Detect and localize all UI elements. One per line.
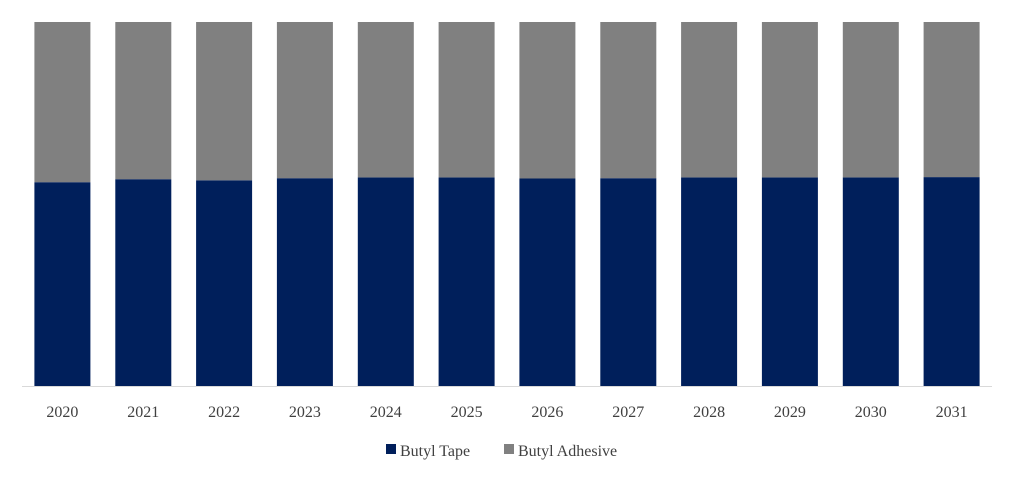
bar-butyl-tape-2029 xyxy=(761,177,818,386)
legend-item-butyl-adhesive: Butyl Adhesive xyxy=(504,443,617,460)
bar-butyl-adhesive-2024 xyxy=(357,22,414,178)
bar-butyl-adhesive-2028 xyxy=(681,22,738,178)
legend-label-butyl-tape: Butyl Tape xyxy=(400,443,470,460)
bar-butyl-tape-2020 xyxy=(34,182,91,386)
bar-butyl-tape-2026 xyxy=(519,178,576,386)
bar-butyl-tape-2021 xyxy=(115,179,172,386)
bar-butyl-adhesive-2021 xyxy=(115,22,172,180)
bar-butyl-adhesive-2026 xyxy=(519,22,576,179)
x-tick-label-2028: 2028 xyxy=(693,404,725,421)
legend-item-butyl-tape: Butyl Tape xyxy=(386,443,470,460)
bar-butyl-adhesive-2020 xyxy=(34,22,91,183)
bar-butyl-adhesive-2031 xyxy=(923,22,980,178)
legend: Butyl Tape Butyl Adhesive xyxy=(386,443,617,460)
x-tick-label-2030: 2030 xyxy=(855,404,887,421)
x-tick-label-2023: 2023 xyxy=(289,404,321,421)
legend-swatch-butyl-adhesive xyxy=(504,444,514,454)
x-tick-label-2020: 2020 xyxy=(46,404,78,421)
x-tick-labels: 2020 2021 2022 2023 2024 2025 2026 2027 2028 2029… xyxy=(46,404,967,421)
bar-butyl-adhesive-2029 xyxy=(761,22,818,178)
bar-butyl-tape-2024 xyxy=(357,177,414,386)
legend-label-butyl-adhesive: Butyl Adhesive xyxy=(518,443,617,460)
bar-butyl-adhesive-2023 xyxy=(276,22,333,179)
bar-butyl-tape-2030 xyxy=(842,177,899,386)
x-tick-label-2024: 2024 xyxy=(370,404,402,421)
bar-butyl-tape-2023 xyxy=(276,178,333,386)
x-tick-label-2025: 2025 xyxy=(451,404,483,421)
x-tick-label-2026: 2026 xyxy=(531,404,563,421)
x-tick-label-2021: 2021 xyxy=(127,404,159,421)
bar-area xyxy=(34,22,980,386)
bar-butyl-adhesive-2025 xyxy=(438,22,495,178)
bar-butyl-adhesive-2022 xyxy=(196,22,253,181)
x-tick-label-2031: 2031 xyxy=(936,404,968,421)
bar-butyl-tape-2022 xyxy=(196,180,253,386)
bar-butyl-adhesive-2030 xyxy=(842,22,899,178)
x-tick-label-2022: 2022 xyxy=(208,404,240,421)
bar-butyl-tape-2025 xyxy=(438,177,495,386)
x-tick-label-2029: 2029 xyxy=(774,404,806,421)
bar-butyl-tape-2028 xyxy=(681,177,738,386)
bar-butyl-tape-2031 xyxy=(923,177,980,386)
bar-butyl-tape-2027 xyxy=(600,178,657,386)
bar-butyl-adhesive-2027 xyxy=(600,22,657,179)
legend-swatch-butyl-tape xyxy=(386,444,396,454)
x-tick-label-2027: 2027 xyxy=(612,404,644,421)
